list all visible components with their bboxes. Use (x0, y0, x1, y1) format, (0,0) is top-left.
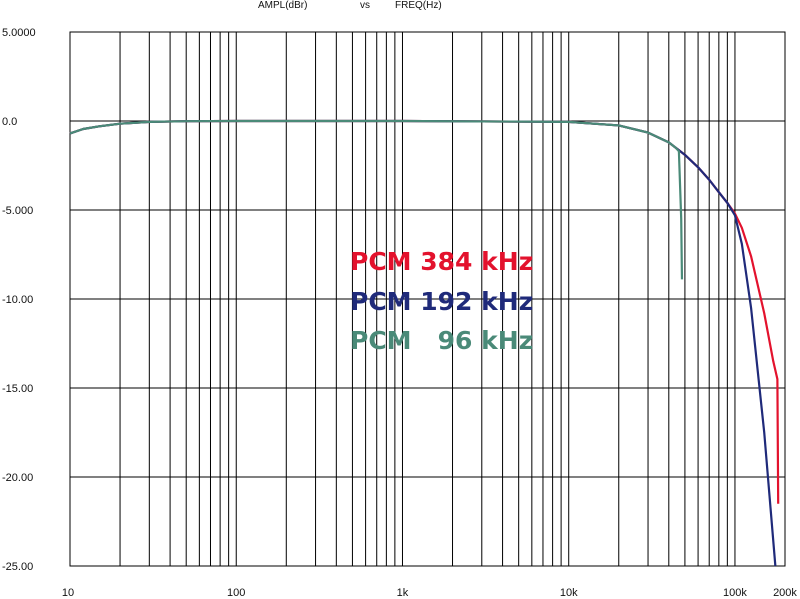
x-tick-labels: 10 100 1k 10k 100k 200k (62, 587, 798, 599)
series-line-3 (69, 119, 684, 280)
y-tick-label: -15.00 (2, 383, 33, 395)
y-tick-label: 0.0 (2, 116, 17, 128)
x-tick-label: 100 (227, 587, 245, 599)
y-tick-labels: 5.0000 0.0 -5.000 -10.00 -15.00 -20.00 -25.00 (2, 27, 36, 573)
y-tick-label: 5.0000 (2, 27, 36, 39)
series-layer (69, 119, 780, 567)
y-tick-label: -10.00 (2, 294, 33, 306)
legend-entry: PCM 192 kHz (350, 287, 533, 316)
legend-entry: PCM 384 kHz (350, 247, 533, 276)
title-y-quantity: AMPL(dBr) (258, 0, 307, 11)
x-tick-label: 10k (560, 587, 578, 599)
y-tick-label: -20.00 (2, 472, 33, 484)
chart-title: AMPL(dBr) vs FREQ(Hz) (258, 0, 442, 11)
plot-frame (69, 31, 786, 567)
x-tick-label: 200k (773, 587, 797, 599)
legend-entry: PCM 96 kHz (350, 326, 533, 355)
x-tick-label: 1k (397, 587, 409, 599)
x-tick-label: 10 (62, 587, 74, 599)
title-separator: vs (360, 0, 370, 11)
y-tick-label: -25.00 (2, 561, 33, 573)
plot-border (69, 31, 786, 567)
y-tick-label: -5.000 (2, 205, 33, 217)
legend: PCM 384 kHz PCM 192 kHz PCM 96 kHz (350, 247, 533, 355)
x-tick-label: 100k (723, 587, 747, 599)
title-x-quantity: FREQ(Hz) (395, 0, 442, 11)
